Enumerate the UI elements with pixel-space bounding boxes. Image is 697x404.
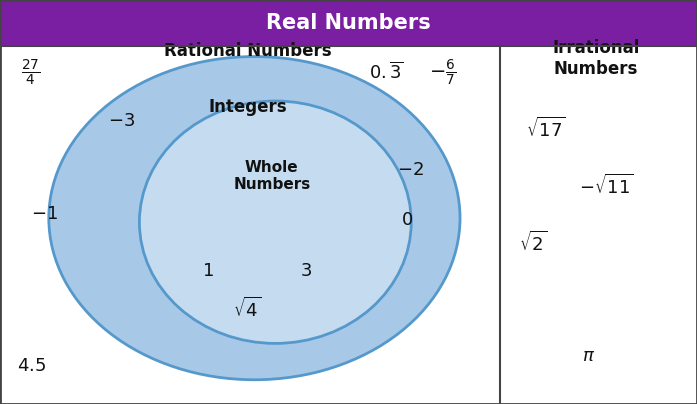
Text: Whole
Numbers: Whole Numbers — [233, 160, 310, 192]
Text: $3$: $3$ — [300, 262, 312, 280]
Text: Integers: Integers — [208, 98, 286, 116]
Text: $\pi$: $\pi$ — [582, 347, 595, 364]
Text: $-2$: $-2$ — [397, 161, 424, 179]
Text: $\sqrt{2}$: $\sqrt{2}$ — [519, 230, 548, 255]
Text: $4.5$: $4.5$ — [17, 357, 47, 375]
Text: Irrational
Numbers: Irrational Numbers — [552, 39, 640, 78]
Ellipse shape — [139, 101, 411, 343]
Ellipse shape — [49, 57, 460, 380]
Text: $0$: $0$ — [401, 211, 413, 229]
Text: $-1$: $-1$ — [31, 205, 58, 223]
Text: $-\frac{6}{7}$: $-\frac{6}{7}$ — [429, 58, 456, 88]
Text: $1$: $1$ — [202, 262, 214, 280]
Text: $\sqrt{17}$: $\sqrt{17}$ — [526, 117, 566, 141]
Text: $-3$: $-3$ — [108, 112, 135, 130]
Bar — [0, 0, 697, 46]
Text: $\frac{27}{4}$: $\frac{27}{4}$ — [21, 58, 40, 88]
Text: $\sqrt{4}$: $\sqrt{4}$ — [233, 297, 261, 321]
Text: $0.\overline{3}$: $0.\overline{3}$ — [369, 62, 404, 84]
Text: $-\sqrt{11}$: $-\sqrt{11}$ — [579, 174, 634, 198]
Text: Real Numbers: Real Numbers — [266, 13, 431, 33]
Text: Rational Numbers: Rational Numbers — [164, 42, 331, 59]
